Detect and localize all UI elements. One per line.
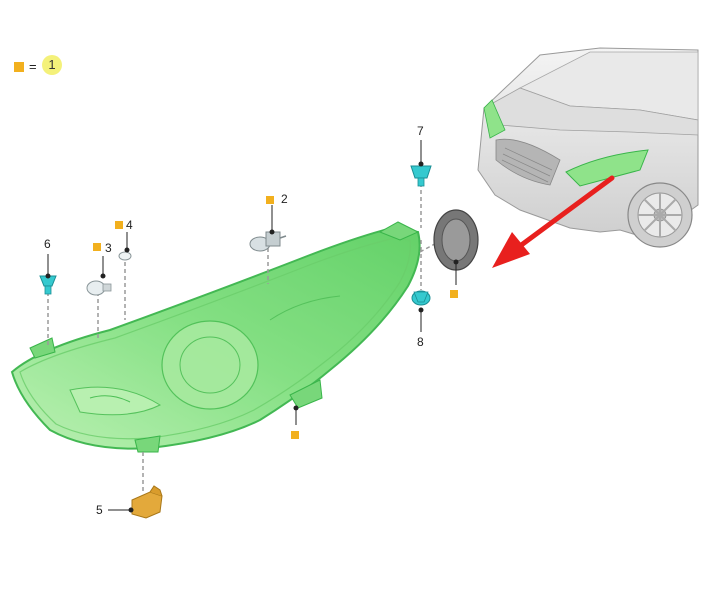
part-markers [93,196,458,439]
marker-part-4 [115,221,123,229]
part-6-screw [39,275,57,295]
part-4-small-bulb [118,251,132,261]
part-5-bracket [131,485,163,519]
callout-5: 5 [96,503,103,517]
vehicle-wheel [627,182,693,248]
callout-4: 4 [126,218,133,232]
callout-6: 6 [44,237,51,251]
callout-7: 7 [417,124,424,138]
legend-badge: 1 [42,55,62,75]
assembly-leader-lines [47,183,443,492]
part-7-screw [410,165,432,187]
callout-2: 2 [281,192,288,206]
part-8-screw [411,290,431,306]
marker-dust-cover [450,290,458,298]
dust-cover-cap [433,209,479,271]
marker-part-2 [266,196,274,204]
part-3-bulb-holder [86,280,112,296]
legend-equals: = [29,59,37,74]
marker-headlamp-base [291,431,299,439]
callout-8: 8 [417,335,424,349]
marker-part-3 [93,243,101,251]
callout-dots [45,161,459,513]
legend-key-square [14,62,24,72]
direction-arrow [492,175,615,268]
vehicle-grille [501,147,553,183]
headlamp-assembly [10,221,421,453]
part-2-bulb [249,231,287,252]
vehicle-headlamp-highlight [565,149,649,187]
vehicle-illustration [477,47,699,248]
callout-leaders [47,140,457,511]
callout-3: 3 [105,241,112,255]
